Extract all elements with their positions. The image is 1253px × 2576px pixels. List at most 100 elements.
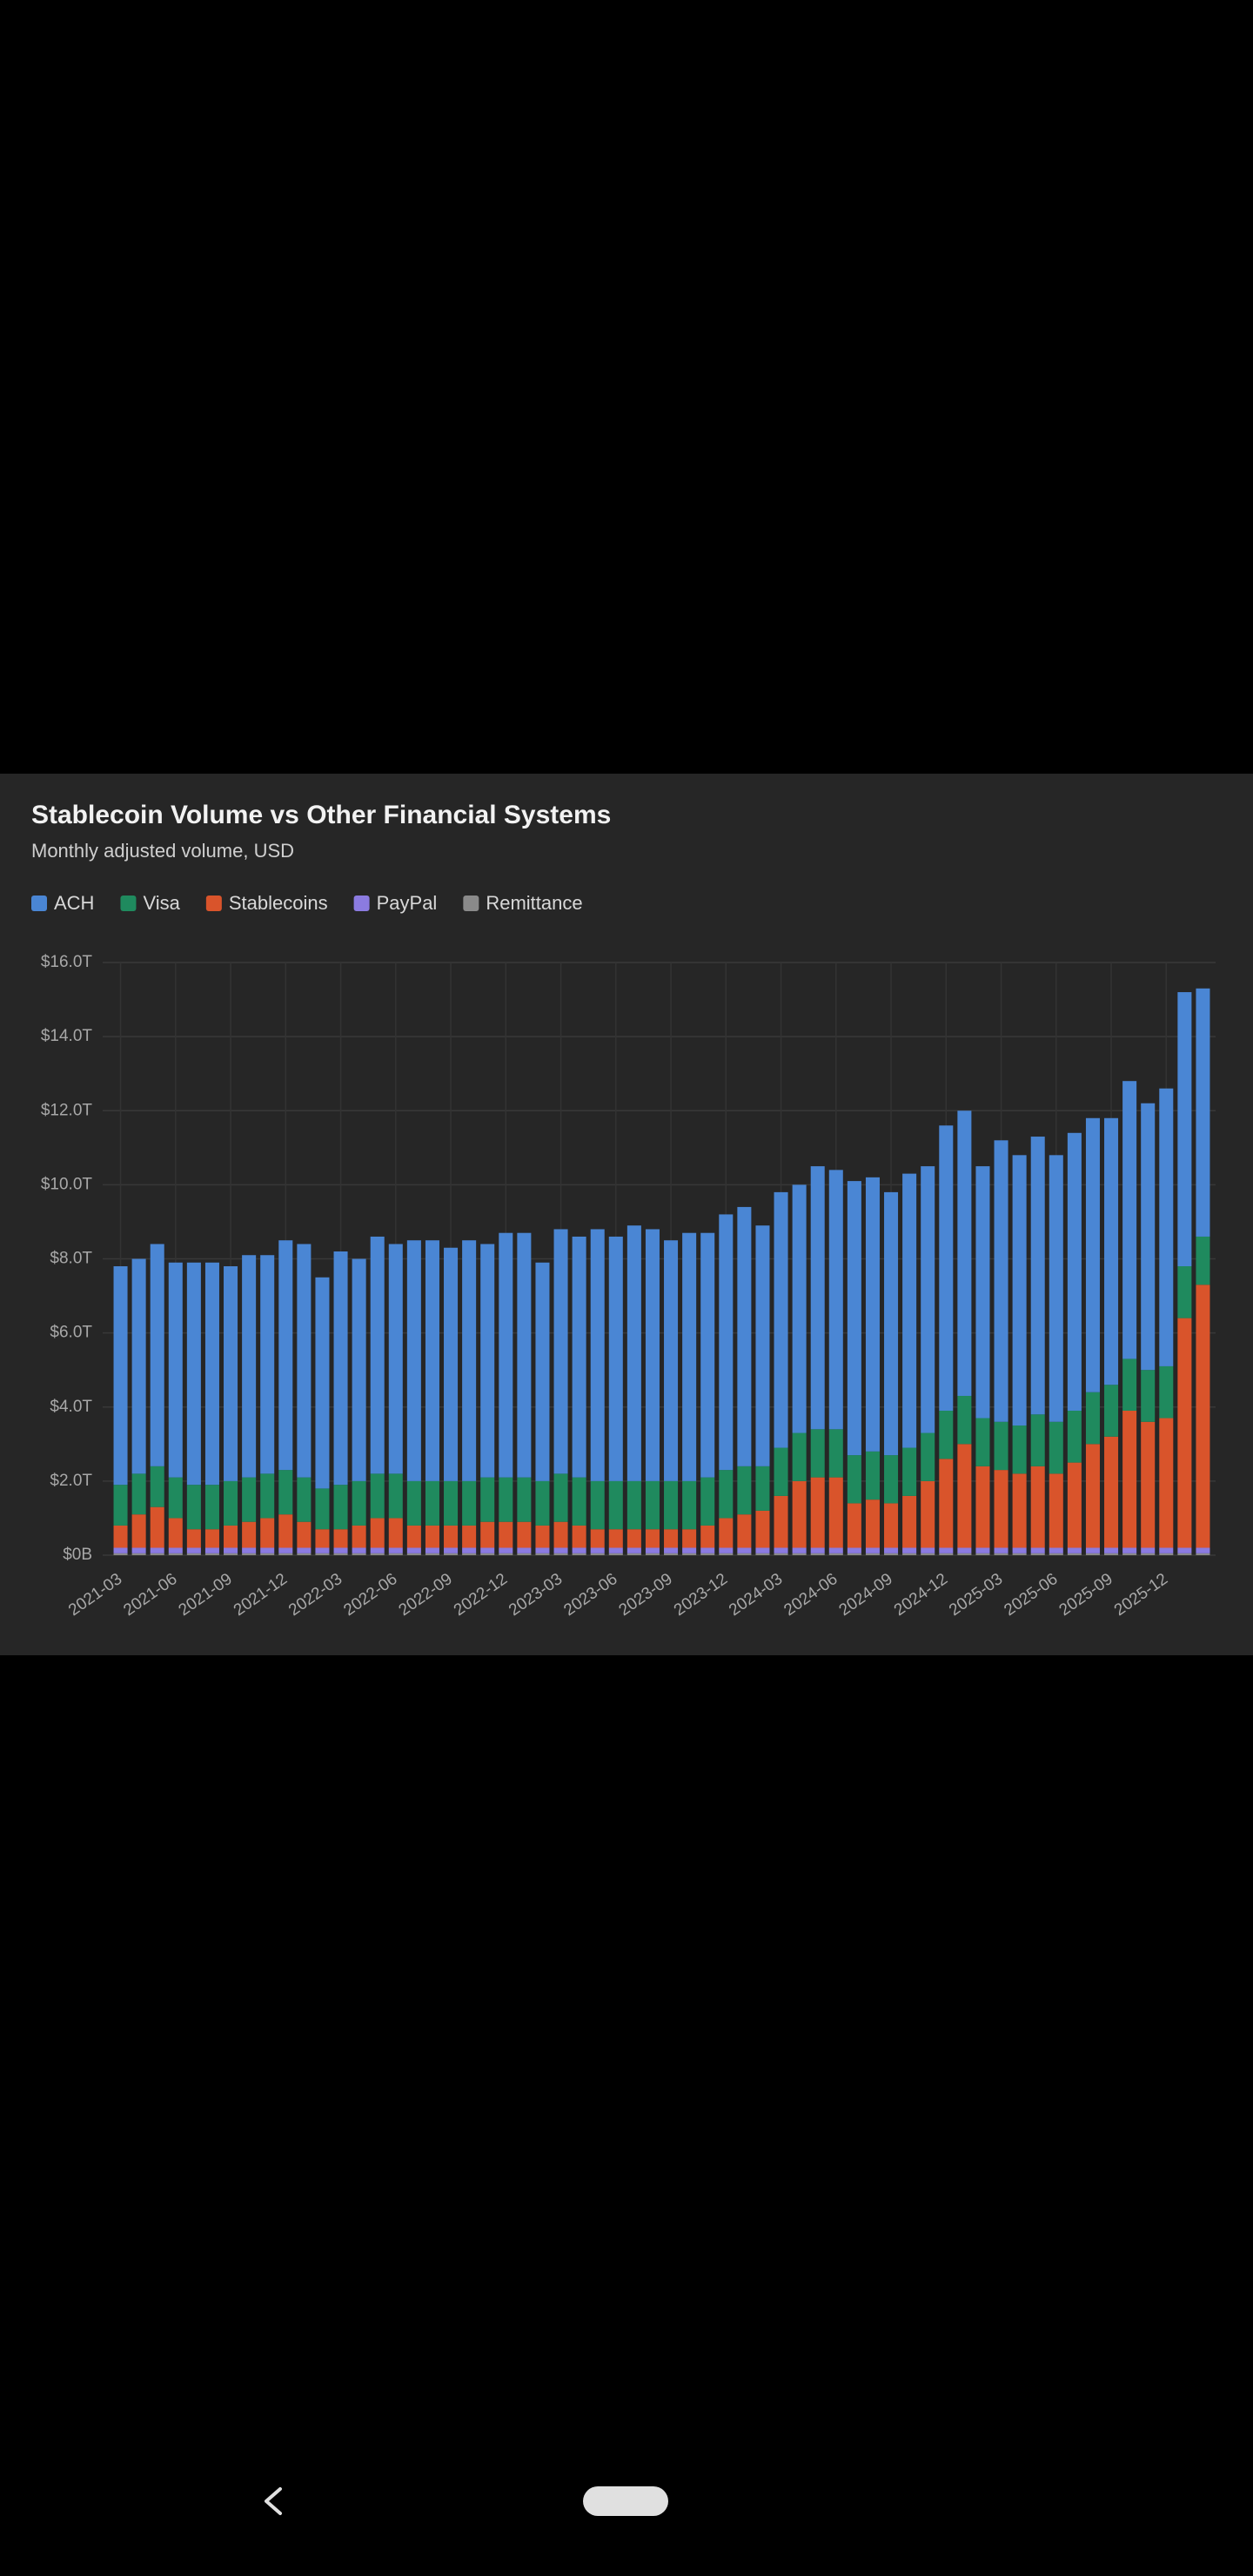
- bar-segment: [517, 1521, 532, 1548]
- bar-segment: [1122, 1553, 1137, 1555]
- bar-segment: [333, 1529, 348, 1548]
- bar-segment: [444, 1547, 459, 1553]
- nav-home[interactable]: [583, 2486, 668, 2516]
- bar-segment: [590, 1480, 605, 1530]
- bar-segment: [370, 1553, 385, 1555]
- bar-segment: [645, 1553, 660, 1555]
- bar-segment: [957, 1110, 972, 1396]
- bar-segment: [994, 1553, 1008, 1555]
- bar-segment: [499, 1553, 513, 1555]
- bar-segment: [737, 1547, 752, 1553]
- bar-segment: [774, 1547, 788, 1553]
- bar-segment: [626, 1225, 641, 1481]
- bar-segment: [425, 1525, 439, 1548]
- bar-segment: [1067, 1132, 1082, 1412]
- bar-segment: [425, 1553, 439, 1555]
- bar-segment: [352, 1258, 366, 1481]
- bar-segment: [150, 1506, 164, 1548]
- bar-segment: [939, 1411, 954, 1459]
- bar-segment: [664, 1547, 679, 1553]
- bar-segment: [553, 1553, 568, 1555]
- bar-segment: [1012, 1473, 1027, 1548]
- bar-segment: [186, 1262, 201, 1486]
- bar-segment: [499, 1232, 513, 1478]
- bar-segment: [645, 1480, 660, 1530]
- bar-segment: [480, 1244, 495, 1478]
- bar-segment: [902, 1447, 917, 1496]
- bar-segment: [828, 1429, 843, 1478]
- bar-segment: [865, 1177, 880, 1452]
- bar-segment: [242, 1521, 257, 1548]
- bar-segment: [352, 1480, 366, 1526]
- bar-segment: [590, 1547, 605, 1553]
- bar-segment: [847, 1503, 861, 1548]
- bar-segment: [150, 1466, 164, 1507]
- bar-segment: [186, 1553, 201, 1555]
- bar-segment: [847, 1455, 861, 1504]
- bar-segment: [1122, 1411, 1137, 1548]
- bar-segment: [1049, 1155, 1063, 1422]
- bar-segment: [1141, 1421, 1156, 1548]
- bar-segment: [737, 1514, 752, 1548]
- bar-segment: [572, 1553, 586, 1555]
- bar-segment: [1085, 1444, 1100, 1548]
- bar-segment: [774, 1191, 788, 1448]
- bar-segment: [224, 1553, 238, 1555]
- bar-segment: [590, 1529, 605, 1548]
- bar-segment: [352, 1525, 366, 1548]
- bar-segment: [957, 1395, 972, 1445]
- legend-label: Visa: [143, 892, 180, 914]
- bar-segment: [664, 1480, 679, 1530]
- bar-segment: [517, 1477, 532, 1522]
- bar-segment: [719, 1547, 734, 1553]
- bar-segment: [131, 1547, 146, 1553]
- bar-segment: [626, 1529, 641, 1548]
- bar-segment: [1196, 1285, 1210, 1548]
- bar-segment: [315, 1553, 330, 1555]
- bar-segment: [444, 1480, 459, 1526]
- legend-label: Stablecoins: [229, 892, 328, 914]
- bar-segment: [645, 1529, 660, 1548]
- bar-segment: [1141, 1553, 1156, 1555]
- bar-segment: [462, 1480, 477, 1526]
- bar-segment: [847, 1547, 861, 1553]
- bar-segment: [682, 1232, 697, 1481]
- bar-segment: [774, 1495, 788, 1548]
- bar-segment: [1104, 1553, 1119, 1555]
- bar-segment: [755, 1510, 770, 1548]
- bar-segment: [608, 1480, 623, 1530]
- bar-segment: [315, 1277, 330, 1489]
- bar-segment: [242, 1477, 257, 1522]
- bar-segment: [810, 1166, 825, 1430]
- bar-segment: [204, 1485, 219, 1530]
- bar-segment: [462, 1240, 477, 1481]
- bar-segment: [242, 1255, 257, 1478]
- bar-segment: [297, 1244, 312, 1478]
- bar-segment: [572, 1547, 586, 1553]
- bar-segment: [186, 1529, 201, 1548]
- legend-swatch: [31, 896, 47, 911]
- bar-segment: [1196, 988, 1210, 1237]
- bar-segment: [1159, 1418, 1174, 1548]
- bar-segment: [260, 1255, 275, 1474]
- bar-segment: [682, 1547, 697, 1553]
- bar-segment: [921, 1166, 935, 1433]
- bar-segment: [719, 1518, 734, 1548]
- bar-segment: [884, 1547, 899, 1553]
- bar-segment: [480, 1521, 495, 1548]
- bar-segment: [260, 1473, 275, 1519]
- bar-segment: [499, 1477, 513, 1522]
- bar-segment: [608, 1553, 623, 1555]
- bar-segment: [1030, 1414, 1045, 1466]
- bar-segment: [737, 1553, 752, 1555]
- nav-back[interactable]: [265, 2487, 282, 2515]
- bar-segment: [168, 1547, 183, 1553]
- bar-segment: [1104, 1385, 1119, 1437]
- bar-segment: [113, 1485, 128, 1526]
- bar-segment: [517, 1553, 532, 1555]
- bar-segment: [480, 1553, 495, 1555]
- bar-segment: [957, 1553, 972, 1555]
- bar-segment: [297, 1521, 312, 1548]
- bar-segment: [1196, 1553, 1210, 1555]
